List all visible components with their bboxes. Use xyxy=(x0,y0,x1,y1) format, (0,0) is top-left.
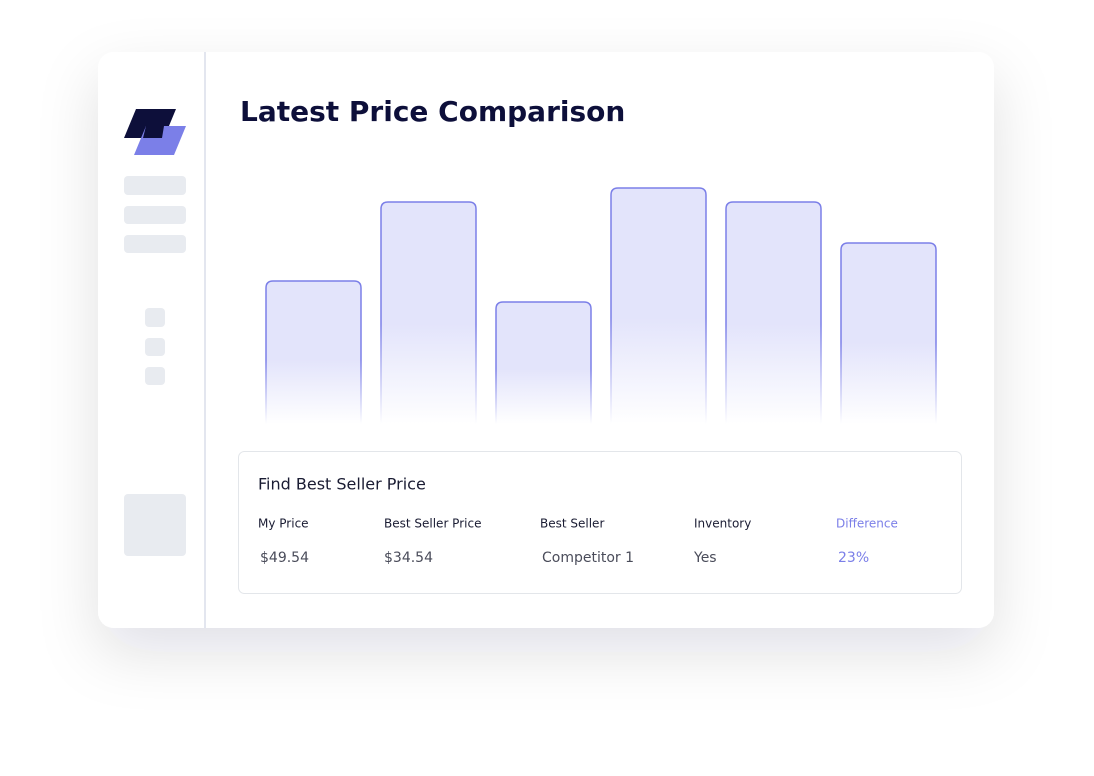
bar-chart xyxy=(265,187,937,424)
cell-value: Yes xyxy=(693,550,717,566)
nav-icon[interactable] xyxy=(145,367,165,385)
price-table: My Price Best Seller Price Best Seller Inve… xyxy=(258,517,898,567)
column-header: Best Seller xyxy=(540,517,604,531)
bar xyxy=(380,201,477,424)
bar xyxy=(495,301,592,424)
page-title: Latest Price Comparison xyxy=(240,95,625,128)
column-header: Inventory xyxy=(694,517,751,531)
nav-item[interactable] xyxy=(124,206,186,224)
panel-title: Find Best Seller Price xyxy=(258,475,426,494)
bar xyxy=(840,242,937,424)
cell-value: $49.54 xyxy=(260,550,309,566)
logo-overlap xyxy=(143,126,164,138)
bar xyxy=(265,280,362,424)
nav-item[interactable] xyxy=(124,235,186,253)
cell-value: Competitor 1 xyxy=(542,550,634,566)
nav-item[interactable] xyxy=(124,176,186,195)
column-header: My Price xyxy=(258,517,309,531)
column-header: Difference xyxy=(836,517,898,531)
logo xyxy=(124,109,186,155)
nav-icon[interactable] xyxy=(145,308,165,327)
sidebar-block[interactable] xyxy=(124,494,186,556)
bar xyxy=(725,201,822,424)
bar xyxy=(610,187,707,424)
cell-value: 23% xyxy=(838,550,869,566)
nav-icon[interactable] xyxy=(145,338,165,356)
cell-value: $34.54 xyxy=(384,550,433,566)
price-panel xyxy=(238,451,962,594)
column-header: Best Seller Price xyxy=(384,517,481,531)
